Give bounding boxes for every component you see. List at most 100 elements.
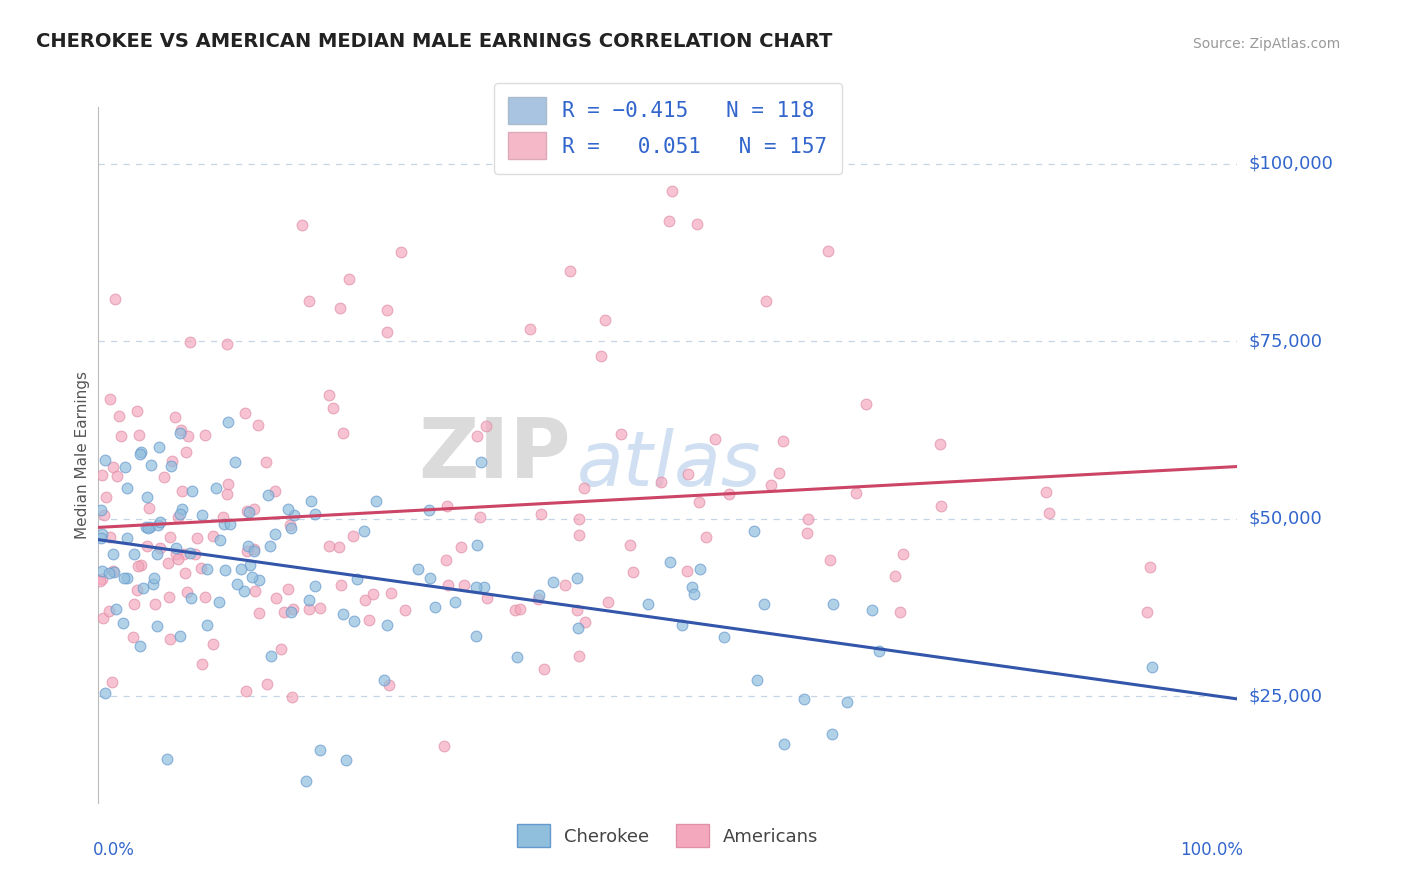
Point — [335, 753, 357, 767]
Point — [239, 558, 262, 572]
Text: $50,000: $50,000 — [1249, 510, 1322, 528]
Point — [280, 521, 302, 535]
Point — [793, 692, 815, 706]
Point — [129, 447, 152, 461]
Point — [568, 512, 591, 526]
Point — [554, 578, 576, 592]
Point — [260, 649, 283, 664]
Point — [179, 335, 201, 350]
Point — [165, 547, 187, 561]
Point — [375, 302, 398, 317]
Point — [361, 587, 384, 601]
Point — [772, 434, 794, 449]
Point — [159, 530, 181, 544]
Point — [125, 404, 148, 418]
Point — [929, 500, 952, 514]
Text: $100,000: $100,000 — [1249, 155, 1333, 173]
Point — [342, 614, 364, 628]
Point — [1035, 484, 1057, 499]
Point — [201, 528, 224, 542]
Point — [219, 516, 242, 531]
Point — [254, 455, 277, 469]
Point — [560, 264, 582, 278]
Point — [98, 604, 121, 618]
Point — [394, 603, 416, 617]
Point — [160, 458, 183, 473]
Point — [299, 493, 322, 508]
Point — [132, 581, 155, 595]
Point — [298, 593, 321, 607]
Point — [181, 484, 204, 499]
Text: $25,000: $25,000 — [1249, 688, 1323, 706]
Point — [475, 591, 498, 605]
Point — [283, 602, 305, 616]
Point — [465, 580, 488, 594]
Point — [173, 566, 195, 581]
Point — [217, 476, 239, 491]
Point — [304, 507, 326, 521]
Point — [129, 640, 152, 654]
Point — [322, 401, 344, 415]
Point — [610, 427, 633, 442]
Point — [233, 584, 256, 599]
Point — [683, 587, 706, 601]
Point — [688, 495, 710, 509]
Point — [163, 410, 186, 425]
Point — [291, 218, 314, 232]
Point — [142, 576, 165, 591]
Point — [419, 571, 441, 585]
Point — [127, 559, 149, 574]
Point — [658, 214, 681, 228]
Point — [104, 292, 127, 306]
Point — [165, 541, 187, 556]
Point — [169, 424, 191, 438]
Point — [107, 409, 129, 423]
Point — [157, 590, 180, 604]
Point — [159, 632, 181, 646]
Point — [1140, 660, 1163, 674]
Point — [533, 662, 555, 676]
Point — [465, 538, 488, 552]
Point — [169, 426, 191, 441]
Text: Source: ZipAtlas.com: Source: ZipAtlas.com — [1192, 37, 1340, 52]
Point — [190, 508, 212, 522]
Point — [170, 484, 193, 499]
Point — [136, 521, 159, 535]
Point — [704, 432, 727, 446]
Point — [143, 571, 166, 585]
Point — [389, 245, 412, 260]
Point — [718, 487, 741, 501]
Point — [742, 524, 765, 539]
Point — [519, 322, 541, 336]
Point — [122, 548, 145, 562]
Point — [217, 416, 239, 430]
Point — [209, 533, 232, 548]
Point — [249, 573, 271, 587]
Point — [146, 619, 169, 633]
Point — [1038, 506, 1060, 520]
Point — [373, 673, 395, 687]
Point — [434, 553, 457, 567]
Point — [676, 564, 699, 578]
Point — [436, 578, 458, 592]
Point — [278, 517, 301, 532]
Point — [112, 616, 135, 631]
Point — [598, 594, 620, 608]
Point — [122, 630, 145, 644]
Point — [1139, 559, 1161, 574]
Point — [375, 618, 398, 632]
Point — [243, 502, 266, 516]
Point — [574, 615, 596, 630]
Point — [194, 591, 217, 605]
Point — [329, 301, 352, 316]
Point — [298, 601, 321, 615]
Point — [156, 556, 179, 570]
Point — [637, 597, 659, 611]
Point — [883, 569, 905, 583]
Point — [270, 642, 292, 657]
Text: CHEROKEE VS AMERICAN MEDIAN MALE EARNINGS CORRELATION CHART: CHEROKEE VS AMERICAN MEDIAN MALE EARNING… — [35, 32, 832, 52]
Point — [891, 548, 914, 562]
Point — [686, 217, 709, 231]
Point — [820, 552, 842, 566]
Legend: Cherokee, Americans: Cherokee, Americans — [508, 815, 828, 856]
